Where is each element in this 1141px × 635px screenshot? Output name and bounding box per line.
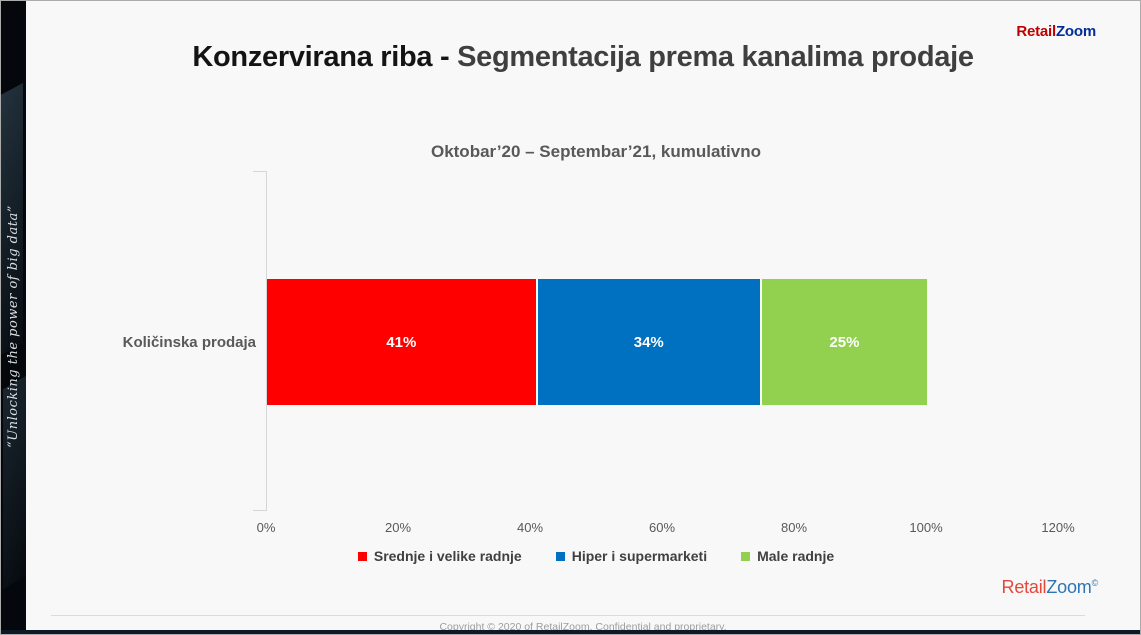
logo-zoom-text: Zoom xyxy=(1055,23,1096,40)
legend-item-3: Male radnje xyxy=(741,548,834,564)
legend-item-2: Hiper i supermarketi xyxy=(555,548,708,564)
chart-subtitle: Oktobar’20 – Septembar’21, kumulativno xyxy=(430,142,762,161)
plot-area: 41% 34% 25% 0% 20% 40% 60% 80% 100% 120% xyxy=(253,171,1124,535)
x-tick-label: 80% xyxy=(780,520,808,535)
logo-retail-text: Retail xyxy=(1016,23,1056,40)
tagline-text: “Unlocking the power of big data” xyxy=(6,204,21,448)
footer-divider xyxy=(51,615,1085,616)
axis-tick xyxy=(253,510,266,511)
x-tick-label: 60% xyxy=(648,520,676,535)
logo-zoom-text: Zoom xyxy=(1046,577,1092,597)
retailzoom-logo-bottom: RetailZoom© xyxy=(1001,577,1099,598)
retailzoom-logo-top: RetailZoom xyxy=(1016,23,1096,40)
chart-legend: Srednje i velike radnje Hiper i supermark… xyxy=(266,548,926,564)
x-axis-labels: 0% 20% 40% 60% 80% 100% 120% xyxy=(257,520,1124,536)
title-secondary: Segmentacija prema kanalima prodaje xyxy=(457,41,974,73)
legend-label: Srednje i velike radnje xyxy=(373,548,522,564)
x-tick-label: 20% xyxy=(384,520,412,535)
bottom-accent-bar xyxy=(1,630,1140,634)
vertical-tagline: “Unlocking the power of big data” xyxy=(1,151,26,501)
bar-value-label: 41% xyxy=(386,333,417,351)
legend-swatch-icon xyxy=(555,551,565,561)
legend-item-1: Srednje i velike radnje xyxy=(357,548,522,564)
x-tick-label: 100% xyxy=(909,520,943,535)
bar-value-label: 34% xyxy=(633,333,664,351)
bar-segment-2: 34% xyxy=(537,279,762,405)
x-tick-label: 0% xyxy=(256,520,276,535)
legend-swatch-icon xyxy=(357,551,367,561)
stacked-bar: 41% 34% 25% xyxy=(267,279,927,405)
x-tick-label: 40% xyxy=(516,520,544,535)
x-tick-label: 120% xyxy=(1041,520,1075,535)
legend-label: Male radnje xyxy=(757,548,835,564)
copyright-mark-icon: © xyxy=(1091,578,1099,588)
legend-label: Hiper i supermarketi xyxy=(571,548,708,564)
logo-retail-text: Retail xyxy=(1001,577,1047,597)
bar-segment-1: 41% xyxy=(267,279,538,405)
left-decor-strip xyxy=(1,1,26,634)
y-axis-line xyxy=(253,171,267,511)
page-title: Konzervirana riba - Segmentacija prema k… xyxy=(31,41,1135,74)
title-primary: Konzervirana riba - xyxy=(192,41,458,73)
legend-swatch-icon xyxy=(741,551,751,561)
category-label: Količinska prodaja xyxy=(122,334,256,351)
bar-segment-3: 25% xyxy=(761,279,927,405)
bar-value-label: 25% xyxy=(829,333,860,351)
axis-tick xyxy=(253,171,266,172)
